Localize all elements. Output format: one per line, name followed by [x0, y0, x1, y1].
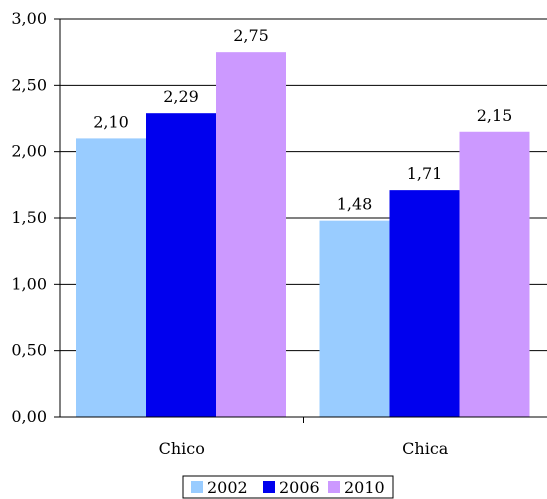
y-tick-labels: 0,00 0,50 1,00 1,50 2,00 2,50 3,00 — [11, 9, 47, 426]
y-tick-label: 1,50 — [11, 208, 47, 227]
data-label: 2,15 — [477, 106, 513, 125]
bars — [76, 52, 530, 418]
legend-swatch-2002 — [191, 481, 203, 493]
legend-box — [182, 475, 394, 499]
legend-swatch-2010 — [328, 481, 340, 493]
data-label: 2,75 — [233, 26, 269, 45]
data-label: 2,29 — [163, 87, 199, 106]
y-tick-label: 0,50 — [11, 341, 47, 360]
bar-2002-chico — [76, 138, 146, 417]
legend-label-2002: 2002 — [207, 478, 248, 497]
x-category-label: Chica — [402, 439, 449, 458]
x-category-labels: Chico Chica — [159, 439, 449, 458]
bar-2010-chica — [459, 131, 530, 417]
data-label: 1,48 — [337, 195, 373, 214]
legend-swatch-2006 — [263, 481, 275, 493]
data-label: 2,10 — [93, 112, 129, 131]
y-tick-label: 2,00 — [11, 142, 47, 161]
bar-2006-chico — [146, 113, 216, 418]
y-tick-label: 2,50 — [11, 75, 47, 94]
legend: 2002 2006 2010 — [182, 475, 394, 499]
bar-2010-chico — [216, 52, 286, 418]
data-label: 1,71 — [407, 164, 443, 183]
y-tick-label: 3,00 — [11, 9, 47, 28]
legend-label-2006: 2006 — [279, 478, 320, 497]
data-labels: 2,10 2,29 2,75 1,48 1,71 2,15 — [93, 26, 512, 213]
x-category-label: Chico — [159, 439, 205, 458]
y-tick-label: 1,00 — [11, 274, 47, 293]
axes — [54, 18, 547, 423]
bar-2006-chica — [389, 190, 460, 417]
y-tick-label: 0,00 — [11, 407, 47, 426]
legend-label-2010: 2010 — [344, 478, 385, 497]
bar-2002-chica — [319, 220, 390, 417]
